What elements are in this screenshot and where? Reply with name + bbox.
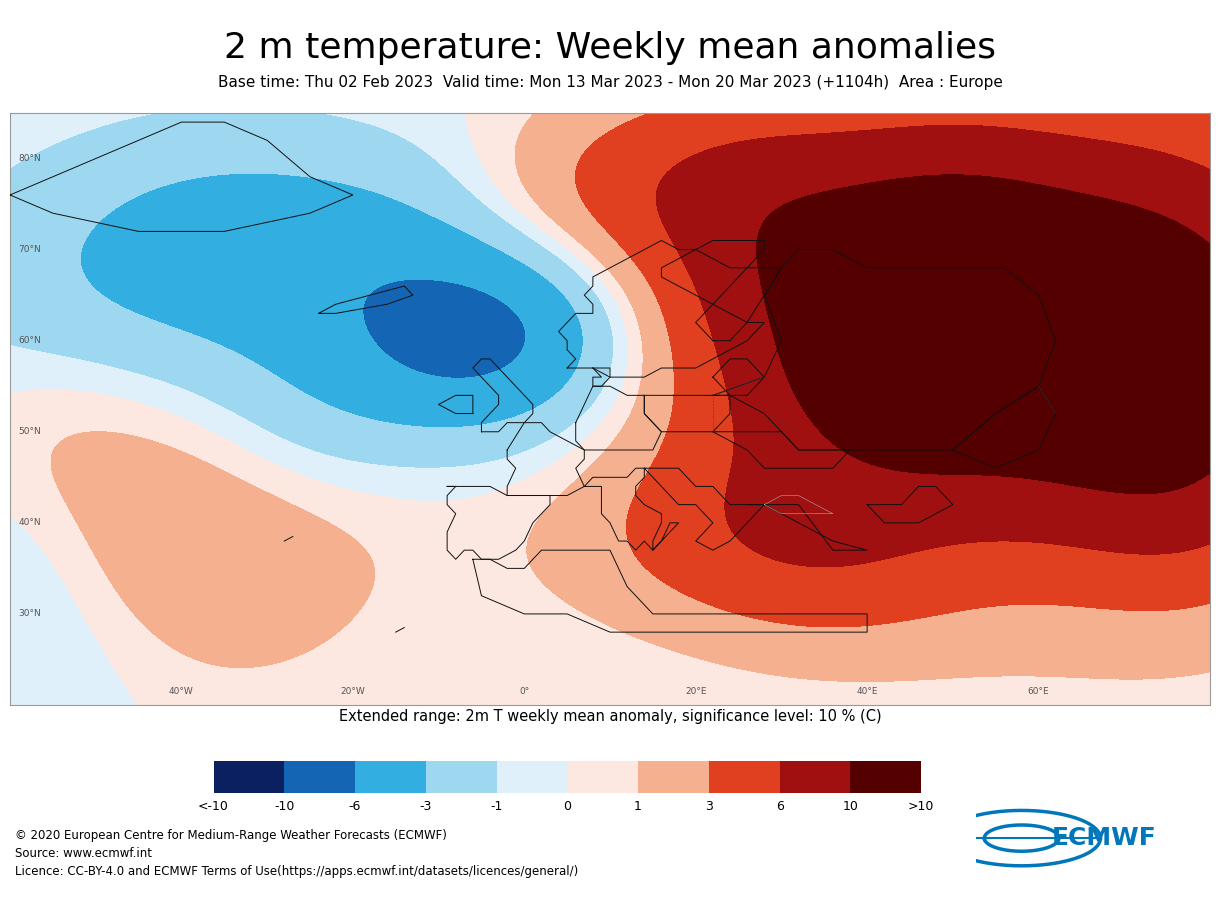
Text: ECMWF: ECMWF (1052, 826, 1157, 850)
Text: >10: >10 (908, 800, 935, 813)
Text: Base time: Thu 02 Feb 2023  Valid time: Mon 13 Mar 2023 - Mon 20 Mar 2023 (+1104: Base time: Thu 02 Feb 2023 Valid time: M… (217, 76, 1003, 90)
Text: -10: -10 (274, 800, 294, 813)
Text: Extended range: 2m T weekly mean anomaly, significance level: 10 % (C): Extended range: 2m T weekly mean anomaly… (339, 710, 881, 724)
Text: 0: 0 (564, 800, 571, 813)
Text: 60°E: 60°E (1027, 687, 1049, 696)
Text: 2 m temperature: Weekly mean anomalies: 2 m temperature: Weekly mean anomalies (224, 31, 996, 65)
Text: 60°N: 60°N (18, 336, 41, 345)
Text: 40°W: 40°W (170, 687, 194, 696)
Text: 0°: 0° (520, 687, 529, 696)
Text: <-10: <-10 (198, 800, 229, 813)
Text: 6: 6 (776, 800, 783, 813)
Text: 70°N: 70°N (18, 245, 41, 254)
Text: 1: 1 (634, 800, 642, 813)
Text: 10: 10 (842, 800, 859, 813)
Text: -1: -1 (490, 800, 503, 813)
Text: © 2020 European Centre for Medium-Range Weather Forecasts (ECMWF)
Source: www.ec: © 2020 European Centre for Medium-Range … (15, 829, 578, 878)
Text: 20°W: 20°W (340, 687, 365, 696)
Text: 3: 3 (705, 800, 712, 813)
Text: 20°E: 20°E (684, 687, 706, 696)
Text: 50°N: 50°N (18, 427, 41, 436)
Text: 80°N: 80°N (18, 154, 41, 163)
Text: -3: -3 (420, 800, 432, 813)
Text: -6: -6 (349, 800, 361, 813)
Text: 30°N: 30°N (18, 609, 41, 619)
Text: 40°E: 40°E (856, 687, 878, 696)
Text: 40°N: 40°N (18, 518, 41, 527)
